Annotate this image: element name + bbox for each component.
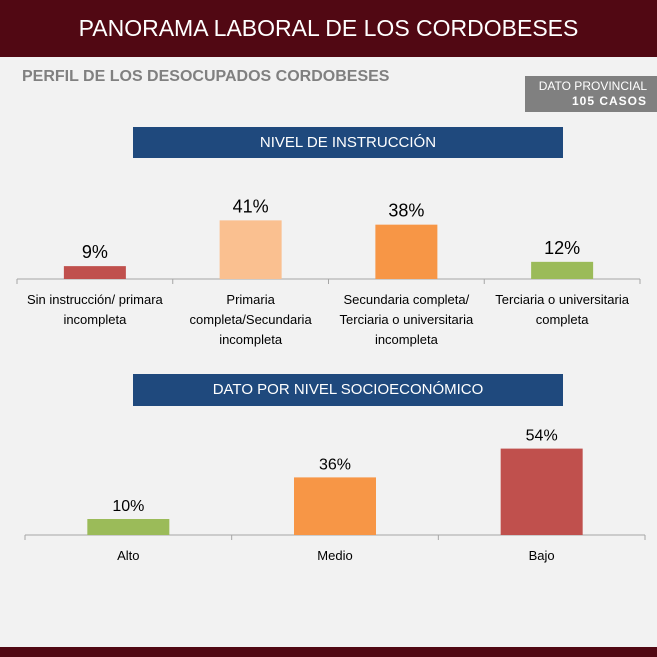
category-label: Terciaria o universitaria <box>340 312 474 327</box>
category-label: completa <box>536 312 590 327</box>
chart1-title: NIVEL DE INSTRUCCIÓN <box>133 127 563 158</box>
sample-badge: DATO PROVINCIAL 105 CASOS <box>525 76 657 112</box>
badge-cases: 105 CASOS <box>571 94 647 108</box>
category-label: completa/Secundaria <box>190 312 313 327</box>
badge-scope: DATO PROVINCIAL <box>538 79 647 93</box>
data-label: 38% <box>388 201 424 221</box>
data-label: 54% <box>526 428 558 445</box>
data-label: 10% <box>112 498 144 515</box>
category-label: Terciaria o universitaria <box>495 292 629 307</box>
page-title: PANORAMA LABORAL DE LOS CORDOBESES <box>0 0 657 57</box>
category-label: Alto <box>117 548 139 563</box>
data-label: 12% <box>544 238 580 258</box>
bar <box>500 448 583 535</box>
bar <box>63 266 126 279</box>
footer-bar <box>0 647 657 657</box>
category-label: incompleta <box>375 332 439 347</box>
category-label: incompleta <box>63 312 127 327</box>
bar <box>294 477 376 535</box>
data-label: 9% <box>82 242 108 262</box>
bar <box>219 220 282 279</box>
bar <box>531 261 594 279</box>
bar <box>375 224 438 279</box>
subtitle: PERFIL DE LOS DESOCUPADOS CORDOBESES <box>22 68 390 85</box>
bar <box>87 519 170 535</box>
category-label: Primaria <box>226 292 275 307</box>
category-label: Sin instrucción/ primara <box>27 292 164 307</box>
category-label: Secundaria completa/ <box>344 292 470 307</box>
category-label: incompleta <box>219 332 283 347</box>
data-label: 41% <box>233 196 269 216</box>
category-label: Bajo <box>529 548 555 563</box>
chart2-title: DATO POR NIVEL SOCIOECONÓMICO <box>133 374 563 406</box>
data-label: 36% <box>319 456 351 473</box>
category-label: Medio <box>317 548 352 563</box>
